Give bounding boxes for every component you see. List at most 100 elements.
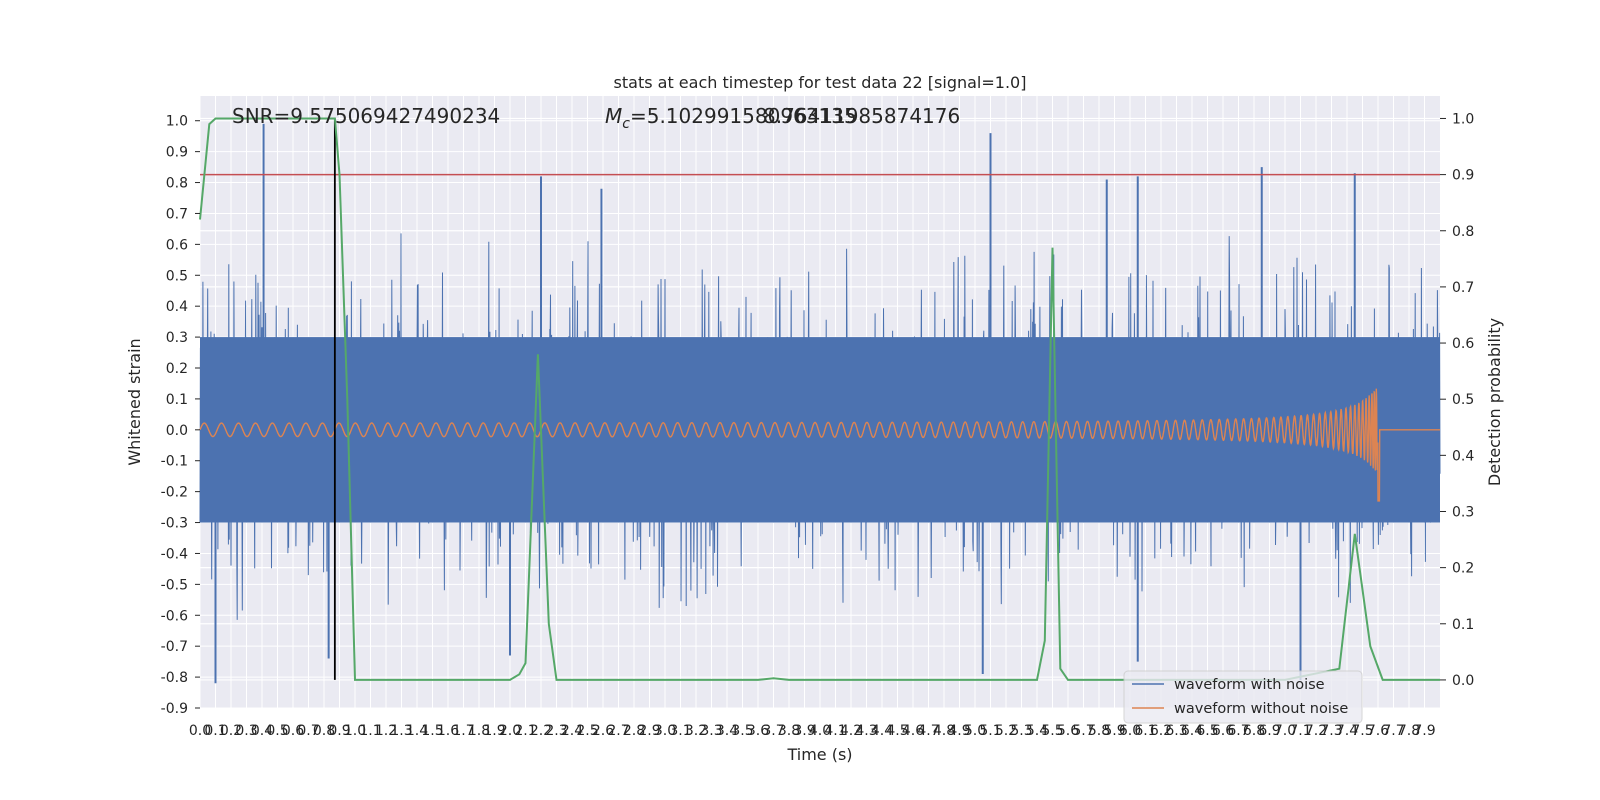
x-tick-label: 0.8 xyxy=(313,723,335,739)
x-tick-label: 1.9 xyxy=(483,723,505,739)
y-tick-label: 0.6 xyxy=(166,237,188,253)
x-tick-label: 2.3 xyxy=(545,723,567,739)
x-tick-label: 3.8 xyxy=(778,723,800,739)
x-tick-label: 6.2 xyxy=(1150,723,1172,739)
y2-tick-label: 0.4 xyxy=(1452,448,1474,464)
x-tick-label: 7.0 xyxy=(1274,723,1296,739)
y-tick-label: 0.2 xyxy=(166,361,188,377)
x-tick-label: 0.4 xyxy=(251,723,273,739)
x-tick-label: 4.2 xyxy=(840,723,862,739)
x-tick-label: 3.9 xyxy=(793,723,815,739)
overlap-annotation: 8.76411985874176 xyxy=(763,104,960,128)
x-tick-label: 3.5 xyxy=(731,723,753,739)
x-tick-label: 2.8 xyxy=(623,723,645,739)
x-tick-label: 6.4 xyxy=(1181,723,1203,739)
x-tick-label: 2.2 xyxy=(530,723,552,739)
y-axis-label: Whitened strain xyxy=(125,338,144,465)
x-tick-label: 1.7 xyxy=(452,723,474,739)
y2-tick-label: 0.8 xyxy=(1452,224,1474,240)
x-tick-label: 5.7 xyxy=(1072,723,1094,739)
y2-tick-label: 0.0 xyxy=(1452,673,1474,689)
x-tick-label: 5.5 xyxy=(1041,723,1063,739)
legend-noise-label: waveform with noise xyxy=(1174,677,1325,693)
snr-annotation: SNR=9.575069427490234 xyxy=(232,104,500,128)
x-tick-label: 3.0 xyxy=(654,723,676,739)
chirp-mass-value: =5.102991580963135 xyxy=(630,104,857,128)
x-tick-label: 1.3 xyxy=(390,723,412,739)
x-tick-label: 2.4 xyxy=(561,723,583,739)
y-tick-label: -0.7 xyxy=(161,639,188,655)
y2-tick-label: 1.0 xyxy=(1452,111,1474,127)
x-tick-label: 6.3 xyxy=(1165,723,1187,739)
x-tick-label: 2.9 xyxy=(638,723,660,739)
x-tick-label: 5.8 xyxy=(1088,723,1110,739)
x-tick-label: 7.6 xyxy=(1367,723,1389,739)
x-tick-label: 2.0 xyxy=(499,723,521,739)
x-tick-label: 0.3 xyxy=(235,723,257,739)
x-tick-label: 6.6 xyxy=(1212,723,1234,739)
x-tick-label: 4.8 xyxy=(933,723,955,739)
x-tick-label: 2.7 xyxy=(607,723,629,739)
x-tick-label: 1.6 xyxy=(437,723,459,739)
x-tick-label: 0.7 xyxy=(297,723,319,739)
x-tick-label: 3.4 xyxy=(716,723,738,739)
chirp-mass-symbol: M xyxy=(605,104,622,128)
y2-tick-label: 0.2 xyxy=(1452,561,1474,577)
y2-axis-ticks: 1.0 0.9 0.8 0.7 0.6 0.5 0.4 0.3 0.2 0.1 0.0 xyxy=(1440,111,1474,689)
y2-tick-label: 0.7 xyxy=(1452,280,1474,296)
x-tick-label: 5.2 xyxy=(995,723,1017,739)
y-tick-label: -0.6 xyxy=(161,608,188,624)
y-tick-label: -0.9 xyxy=(161,701,188,717)
x-tick-label: 6.9 xyxy=(1258,723,1280,739)
y-tick-label: 0.3 xyxy=(166,330,188,346)
y2-axis-label: Detection probability xyxy=(1485,318,1504,486)
waveform-without-noise-series xyxy=(199,388,1440,502)
x-tick-label: 0.2 xyxy=(220,723,242,739)
x-tick-label: 5.9 xyxy=(1103,723,1125,739)
x-tick-label: 5.4 xyxy=(1026,723,1048,739)
x-tick-label: 1.2 xyxy=(375,723,397,739)
x-tick-label: 4.6 xyxy=(902,723,924,739)
x-tick-label: 4.0 xyxy=(809,723,831,739)
y2-tick-label: 0.9 xyxy=(1452,168,1474,184)
x-tick-label: 3.1 xyxy=(669,723,691,739)
legend-clean-label: waveform without noise xyxy=(1174,701,1348,717)
x-tick-label: 6.1 xyxy=(1134,723,1156,739)
y2-tick-label: 0.6 xyxy=(1452,336,1474,352)
x-tick-label: 1.1 xyxy=(359,723,381,739)
y-tick-label: -0.2 xyxy=(161,485,188,501)
x-tick-label: 5.0 xyxy=(964,723,986,739)
x-tick-label: 5.6 xyxy=(1057,723,1079,739)
y2-tick-label: 0.3 xyxy=(1452,504,1474,520)
legend: waveform with noise waveform without noi… xyxy=(1123,670,1363,724)
x-tick-label: 3.3 xyxy=(700,723,722,739)
x-tick-label: 6.7 xyxy=(1227,723,1249,739)
y2-tick-label: 0.5 xyxy=(1452,392,1474,408)
x-tick-label: 5.3 xyxy=(1010,723,1032,739)
x-tick-label: 1.4 xyxy=(406,723,428,739)
x-tick-label: 0.1 xyxy=(204,723,226,739)
y-tick-label: -0.1 xyxy=(161,454,188,470)
y-tick-label: 0.4 xyxy=(166,299,188,315)
y-tick-label: 0.9 xyxy=(166,145,188,161)
x-tick-label: 7.3 xyxy=(1320,723,1342,739)
x-axis-ticks: 0.00.10.20.30.40.50.60.70.80.91.01.11.21… xyxy=(189,723,1436,739)
x-tick-label: 1.5 xyxy=(421,723,443,739)
x-tick-label: 7.8 xyxy=(1398,723,1420,739)
x-tick-label: 3.7 xyxy=(762,723,784,739)
y-tick-label: 0.1 xyxy=(166,392,188,408)
x-tick-label: 7.4 xyxy=(1336,723,1358,739)
chart-title: stats at each timestep for test data 22 … xyxy=(614,73,1027,92)
x-tick-label: 6.5 xyxy=(1196,723,1218,739)
x-tick-label: 2.1 xyxy=(514,723,536,739)
x-tick-label: 0.6 xyxy=(282,723,304,739)
y-tick-label: 0.8 xyxy=(166,176,188,192)
x-tick-label: 4.7 xyxy=(917,723,939,739)
x-tick-label: 7.7 xyxy=(1382,723,1404,739)
x-tick-label: 1.0 xyxy=(344,723,366,739)
x-tick-label: 4.9 xyxy=(948,723,970,739)
legend-box xyxy=(1123,670,1363,724)
x-tick-label: 3.2 xyxy=(685,723,707,739)
x-tick-label: 4.1 xyxy=(824,723,846,739)
